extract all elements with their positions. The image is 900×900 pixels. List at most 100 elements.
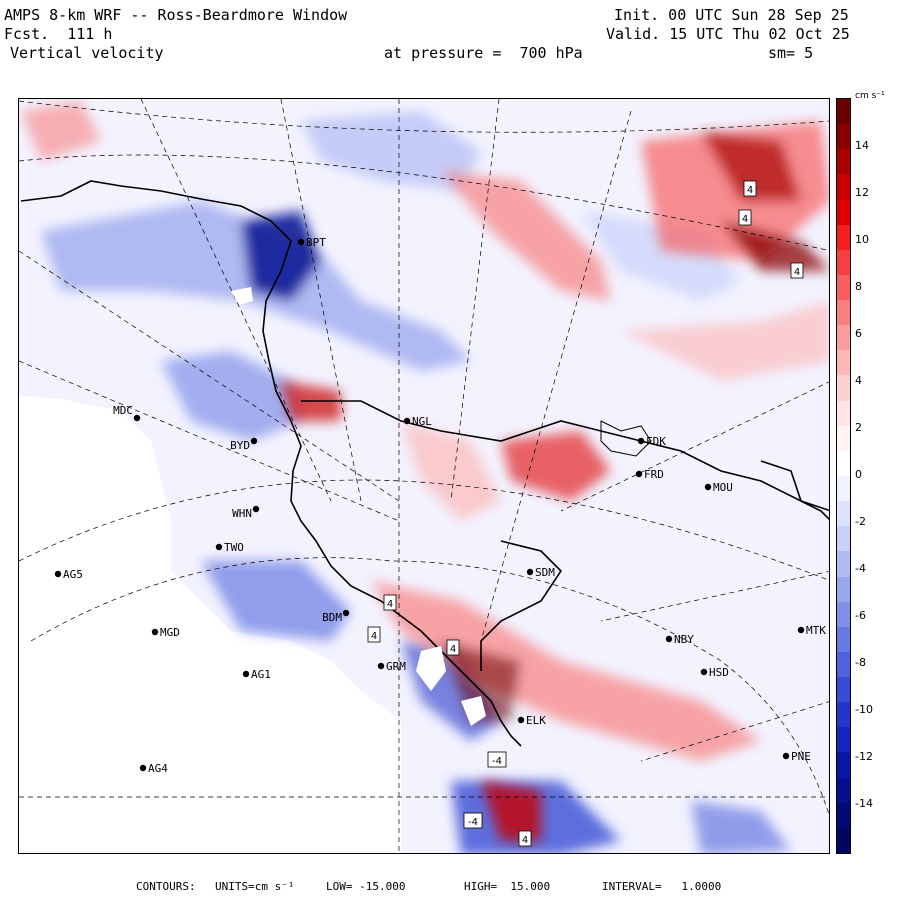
station-ngl: NGL bbox=[403, 415, 432, 428]
station-two: TWO bbox=[215, 541, 244, 554]
init-time: Init. 00 UTC Sun 28 Sep 25 bbox=[614, 6, 849, 24]
colorbar-segment bbox=[837, 752, 850, 779]
colorbar-segment bbox=[837, 626, 850, 653]
contour-label-box bbox=[487, 751, 507, 768]
station-label: WHN bbox=[232, 507, 252, 520]
colorbar-tick-label: 2 bbox=[855, 421, 862, 434]
colorbar-segment bbox=[837, 274, 850, 301]
colorbar-segment bbox=[837, 551, 850, 578]
station-label: NBY bbox=[674, 633, 694, 646]
station-fdk: FDK bbox=[637, 435, 666, 448]
contour-label: 4 bbox=[743, 180, 757, 197]
stations-layer: MDC NGL FDK FRD MOU BYD WHN TWO AG5 SDM BDM MGD NBY M… bbox=[54, 236, 826, 775]
station-label: TWO bbox=[224, 541, 244, 554]
terrain-mask bbox=[231, 287, 486, 726]
station-marker bbox=[637, 437, 645, 445]
colorbar-segment bbox=[837, 777, 850, 804]
contour-label-text: 4 bbox=[742, 214, 748, 225]
pressure-level: at pressure = 700 hPa bbox=[384, 44, 583, 62]
colorbar-segment bbox=[837, 727, 850, 753]
colorbar-segment bbox=[837, 325, 850, 351]
colorbar-segment bbox=[837, 677, 850, 703]
colorbar-segment bbox=[837, 501, 850, 527]
station-marker bbox=[297, 238, 305, 246]
colorbar-tick-label: 10 bbox=[855, 233, 869, 246]
station-label: SDM bbox=[535, 566, 555, 579]
station-frd: FRD bbox=[635, 468, 664, 481]
station-marker bbox=[517, 716, 525, 724]
colorbar-tick-label: -8 bbox=[855, 656, 866, 669]
colorbar-segment bbox=[837, 526, 850, 552]
contour-label-text: 4 bbox=[747, 185, 753, 196]
station-marker bbox=[342, 609, 350, 617]
footer-units: UNITS=cm s⁻¹ bbox=[215, 880, 295, 893]
contour-label-text: 4 bbox=[371, 631, 377, 642]
colorbar-segment bbox=[837, 476, 850, 502]
station-marker bbox=[151, 628, 159, 636]
colorbar-tick-label: 0 bbox=[855, 468, 862, 481]
colorbar-segment bbox=[837, 350, 850, 376]
contour-label: -4 bbox=[463, 812, 483, 829]
station-label: MTK bbox=[806, 624, 826, 637]
contour-label-text: 4 bbox=[450, 644, 456, 655]
station-elk: ELK bbox=[517, 714, 546, 727]
station-marker bbox=[250, 437, 258, 445]
colorbar-segment bbox=[837, 702, 850, 728]
colorbar-segment bbox=[837, 425, 850, 452]
colorbar-segment bbox=[837, 199, 850, 226]
contour-label: 4 bbox=[446, 639, 460, 656]
station-marker bbox=[403, 417, 411, 425]
colorbar-segment bbox=[837, 576, 850, 603]
station-marker bbox=[700, 668, 708, 676]
graticule bbox=[19, 99, 829, 853]
station-ag4: AG4 bbox=[139, 762, 168, 775]
colorbar-segment bbox=[837, 450, 850, 477]
station-label: AG5 bbox=[63, 568, 83, 581]
station-pne: PNE bbox=[782, 750, 811, 763]
colorbar-tick-label: -12 bbox=[855, 750, 873, 763]
station-bpt: BPT bbox=[297, 236, 326, 249]
station-mtk: MTK bbox=[797, 624, 826, 637]
station-label: MGD bbox=[160, 626, 180, 639]
contour-labels-layer: 4 4 4 4 4 4 -4 -4 4 bbox=[367, 180, 804, 847]
vertical-velocity-map: MDC NGL FDK FRD MOU BYD WHN TWO AG5 SDM BDM MGD NBY M… bbox=[19, 99, 829, 853]
colorbar-segment bbox=[837, 224, 850, 251]
contour-label: 4 bbox=[518, 830, 532, 847]
contour-label: 4 bbox=[383, 594, 397, 611]
contour-label-text: 4 bbox=[387, 599, 393, 610]
station-marker bbox=[526, 568, 534, 576]
station-marker bbox=[665, 635, 673, 643]
station-label: FDK bbox=[646, 435, 666, 448]
station-marker bbox=[252, 505, 260, 513]
station-label: BYD bbox=[230, 439, 250, 452]
station-label: AG1 bbox=[251, 668, 271, 681]
variable-name: Vertical velocity bbox=[10, 44, 164, 62]
contour-label-box bbox=[367, 626, 381, 643]
station-mdc: MDC bbox=[113, 404, 141, 422]
colorbar-tick-label: -10 bbox=[855, 703, 873, 716]
positive-field bbox=[21, 101, 829, 841]
colorbar-tick-label: 12 bbox=[855, 186, 869, 199]
station-grm: GRM bbox=[377, 660, 406, 673]
contour-label-box bbox=[790, 262, 804, 279]
footer-high: HIGH= 15.000 bbox=[464, 880, 551, 893]
colorbar-segment bbox=[837, 300, 850, 326]
station-label: MDC bbox=[113, 404, 133, 417]
station-label: FRD bbox=[644, 468, 664, 481]
station-marker bbox=[377, 662, 385, 670]
station-label: HSD bbox=[709, 666, 729, 679]
contour-label-text: 4 bbox=[522, 835, 528, 846]
no-data-region bbox=[19, 396, 401, 853]
colorbar-tick-label: 8 bbox=[855, 280, 862, 293]
footer-interval: INTERVAL= 1.0000 bbox=[602, 880, 722, 893]
station-marker bbox=[635, 470, 643, 478]
colorbar-tick-label: -6 bbox=[855, 609, 866, 622]
station-hsd: HSD bbox=[700, 666, 729, 679]
colorbar-tick-label: -4 bbox=[855, 562, 866, 575]
station-label: NGL bbox=[412, 415, 432, 428]
colorbar-tick-label: -14 bbox=[855, 797, 873, 810]
station-label: MOU bbox=[713, 481, 733, 494]
station-label: GRM bbox=[386, 660, 406, 673]
colorbar-segment bbox=[837, 124, 850, 150]
contour-label: 4 bbox=[790, 262, 804, 279]
